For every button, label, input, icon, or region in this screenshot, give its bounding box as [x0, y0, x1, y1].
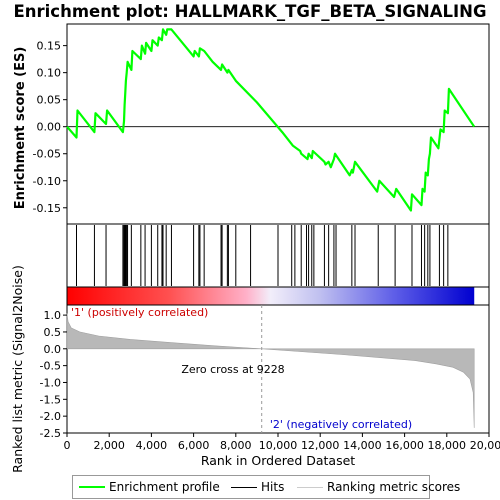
- x-axis-label: Rank in Ordered Dataset: [201, 453, 355, 468]
- x-tick-label: 8,000: [220, 439, 252, 452]
- x-tick-label: 16,000: [385, 439, 424, 452]
- legend-hits-label: Hits: [261, 480, 285, 494]
- legend-enrichment-label: Enrichment profile: [109, 480, 220, 494]
- legend: Enrichment profile Hits Ranking metric s…: [72, 475, 460, 499]
- rank-gradient-bar: [67, 287, 475, 305]
- metric-y-tick-label: 0.0: [44, 343, 62, 356]
- es-axis-label: Enrichment score (ES): [13, 47, 28, 210]
- es-y-tick-label: 0.15: [37, 40, 62, 53]
- es-y-tick-label: 0.10: [37, 67, 62, 80]
- es-plot-frame: [66, 23, 490, 225]
- chart-title: Enrichment plot: HALLMARK_TGF_BETA_SIGNA…: [13, 2, 487, 21]
- legend-enrichment-swatch: [79, 486, 105, 488]
- metric-y-tick-label: -1.0: [40, 376, 61, 389]
- legend-hits-swatch: [231, 487, 257, 488]
- rank-color-bar: [66, 286, 490, 306]
- metric-y-tick-label: -2.5: [40, 427, 61, 440]
- enrichment-profile-line: [66, 28, 476, 212]
- metric-y-tick-label: -2.0: [40, 410, 61, 423]
- x-tick-label: 10,000: [259, 439, 298, 452]
- metric-panel: -2.5 -2.0 -1.5 -1.0 -0.5 0.0 0.5 1.0: [40, 304, 490, 440]
- ranking-metric-area: [66, 313, 475, 428]
- metric-y-tick-label: -1.5: [40, 393, 61, 406]
- negative-correlation-label: '2' (negatively correlated): [270, 418, 412, 431]
- hits-panel: [66, 223, 490, 288]
- zero-cross-label: Zero cross at 9228: [181, 363, 284, 376]
- metric-y-tick-label: -0.5: [40, 360, 61, 373]
- es-y-tick-label: -0.05: [33, 148, 61, 161]
- x-tick-label: 14,000: [343, 439, 382, 452]
- es-y-tick-label: 0.05: [37, 94, 62, 107]
- es-y-tick-label: 0.00: [37, 121, 62, 134]
- es-y-tick-label: -0.10: [33, 175, 61, 188]
- metric-frame: [66, 304, 490, 434]
- legend-metric-label: Ranking metric scores: [327, 480, 461, 494]
- legend-metric-swatch: [297, 487, 323, 488]
- metric-y-tick-label: 0.5: [44, 326, 62, 339]
- es-y-tick-label: -0.15: [33, 202, 61, 215]
- x-tick-label: 18,000: [428, 439, 467, 452]
- x-tick-label: 6,000: [178, 439, 210, 452]
- es-panel: -0.15 -0.10 -0.05 0.00 0.05 0.10 0.15: [33, 23, 490, 225]
- metric-axis-label: Ranked list metric (Signal2Noise): [10, 265, 25, 473]
- metric-y-tick-label: 1.0: [44, 309, 62, 322]
- x-tick-label: 4,000: [136, 439, 168, 452]
- x-tick-label: 20,000: [470, 439, 500, 452]
- x-tick-label: 12,000: [301, 439, 340, 452]
- x-axis: 0 2,000 4,000 6,000 8,000 10,000 12,000 14,000 1…: [64, 433, 500, 452]
- x-tick-label: 2,000: [93, 439, 125, 452]
- x-tick-label: 0: [64, 439, 71, 452]
- positive-correlation-label: '1' (positively correlated): [71, 306, 208, 319]
